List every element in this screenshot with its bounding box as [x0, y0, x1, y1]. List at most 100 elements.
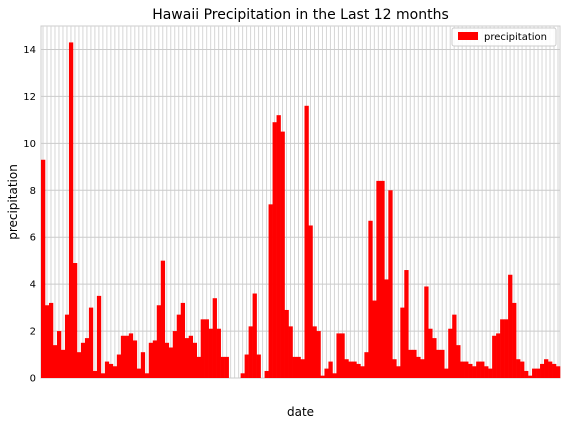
bar: [400, 307, 405, 378]
chart-title: Hawaii Precipitation in the Last 12 mont…: [152, 7, 449, 23]
bar: [116, 354, 122, 378]
bar: [540, 363, 545, 378]
y-tick-label: 14: [23, 45, 36, 56]
bar: [368, 220, 373, 378]
bar: [284, 309, 289, 378]
bar: [492, 335, 497, 378]
bar: [240, 373, 245, 378]
bar: [272, 122, 277, 379]
bar: [408, 349, 413, 378]
bar: [52, 345, 58, 378]
bar: [520, 361, 525, 378]
bar: [216, 328, 221, 378]
bar: [184, 338, 190, 378]
y-tick-label: 10: [23, 139, 36, 150]
bar: [176, 314, 182, 378]
bar: [44, 305, 50, 378]
bar: [72, 263, 78, 378]
bar: [92, 370, 98, 378]
bar: [364, 352, 369, 378]
bar: [484, 366, 489, 378]
bar: [208, 328, 213, 378]
bar: [108, 363, 114, 378]
legend-swatch-precipitation: [458, 32, 478, 40]
bar: [112, 366, 118, 378]
bar: [500, 319, 505, 378]
bar: [420, 359, 425, 378]
bar: [288, 326, 293, 378]
bar: [516, 359, 521, 378]
bar: [444, 368, 449, 378]
bar: [264, 370, 269, 378]
bar: [464, 361, 469, 378]
bar: [256, 354, 261, 378]
bar: [300, 359, 305, 378]
y-tick-label: 4: [30, 280, 36, 291]
bar: [48, 302, 54, 378]
bar: [512, 302, 517, 378]
bar: [436, 349, 441, 378]
bar: [312, 326, 317, 378]
bar: [488, 368, 493, 378]
bar: [552, 363, 557, 378]
bar: [504, 319, 509, 378]
bar: [412, 349, 417, 378]
bar: [388, 190, 393, 378]
bar: [148, 342, 154, 378]
bar: [41, 159, 46, 378]
bar: [164, 342, 170, 378]
bar: [460, 361, 465, 378]
bar: [344, 359, 349, 378]
bar: [140, 352, 146, 378]
bar: [432, 338, 437, 378]
bar: [96, 295, 102, 378]
bar: [532, 368, 537, 378]
bar: [136, 368, 142, 378]
bar: [64, 314, 70, 378]
bar: [180, 302, 186, 378]
bar: [188, 335, 194, 378]
bar: [224, 356, 229, 378]
bar: [100, 373, 106, 378]
bar: [80, 342, 86, 378]
bar: [536, 368, 541, 378]
y-tick-labels: 0 2 4 6 8 10 12 14: [23, 45, 36, 385]
bar: [524, 370, 529, 378]
bar: [212, 298, 217, 378]
bar: [204, 319, 209, 378]
bar: [220, 356, 225, 378]
bar: [468, 363, 473, 378]
bar: [196, 356, 201, 378]
bar: [428, 328, 433, 378]
bar: [144, 373, 150, 378]
bar: [404, 270, 409, 378]
bar: [348, 361, 353, 378]
bar: [76, 352, 82, 378]
legend: precipitation: [451, 27, 557, 47]
bar: [440, 349, 445, 378]
x-axis-label: date: [287, 405, 314, 419]
bar: [356, 363, 361, 378]
bar: [280, 131, 285, 378]
bar: [168, 347, 174, 378]
bar: [84, 338, 90, 378]
bar: [456, 345, 461, 378]
bar: [508, 274, 513, 378]
bar: [352, 361, 357, 378]
bar: [248, 326, 253, 378]
bar: [292, 356, 297, 378]
bar: [360, 366, 365, 378]
bar: [448, 328, 453, 378]
bar: [68, 42, 74, 379]
bar: [128, 333, 134, 378]
bar: [556, 366, 561, 378]
bar: [56, 331, 62, 378]
bar: [252, 293, 257, 378]
bar: [452, 314, 457, 378]
bar: [156, 305, 162, 378]
bar: [472, 366, 477, 378]
bar: [308, 225, 313, 378]
bar: [548, 361, 553, 378]
bar: [268, 204, 273, 378]
bar: [376, 180, 381, 378]
